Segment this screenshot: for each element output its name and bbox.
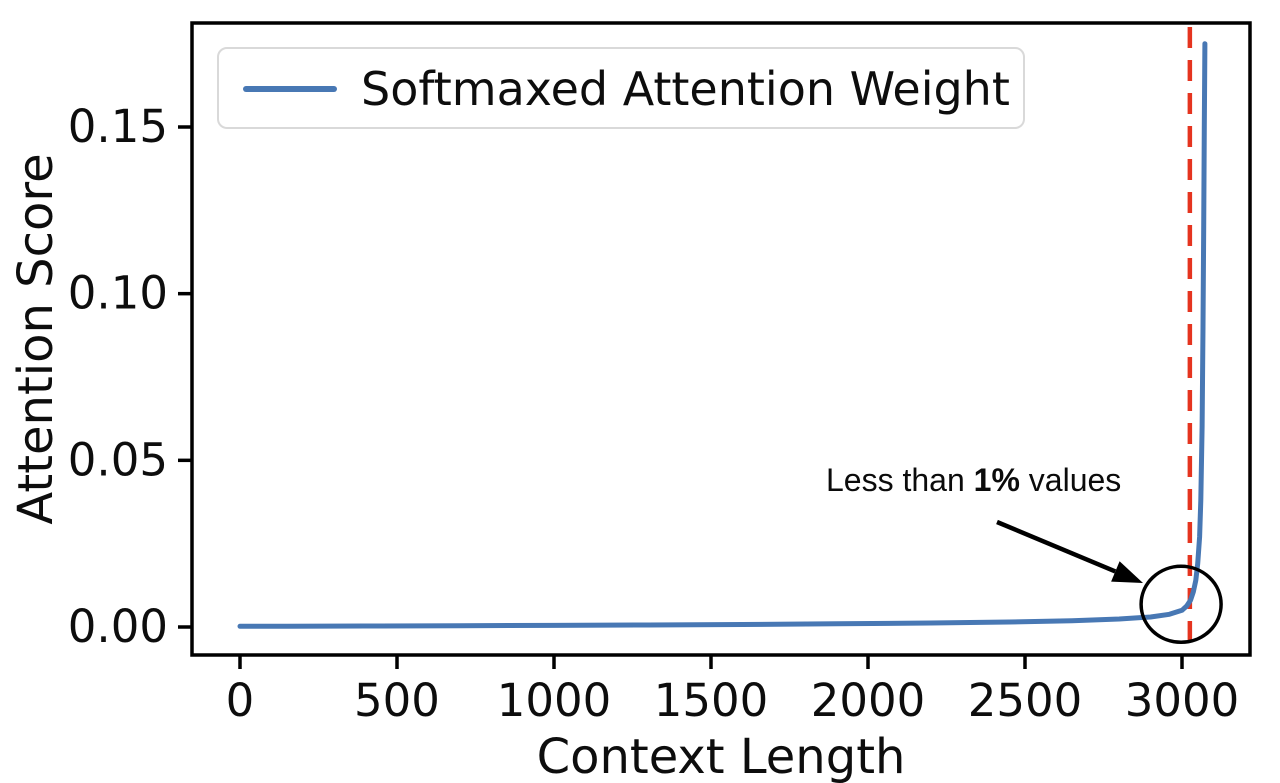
x-tick-label: 1500 [654, 674, 769, 727]
y-axis-label: Attention Score [8, 153, 64, 525]
x-tick-label: 3000 [1125, 674, 1240, 727]
annotation-arrow-head [1111, 561, 1143, 583]
y-tick-label: 0.00 [68, 600, 168, 653]
x-tick-label: 0 [226, 674, 255, 727]
legend-box: Softmaxed Attention Weight [217, 47, 1025, 129]
series-line [237, 41, 1208, 629]
x-tick-label: 2000 [811, 674, 926, 727]
annotation-bold: 1% [973, 462, 1020, 498]
x-tick-label: 500 [354, 674, 440, 727]
x-tick-label: 1000 [497, 674, 612, 727]
y-tick-label: 0.10 [68, 267, 168, 320]
x-tick-label: 2500 [968, 674, 1083, 727]
legend-line-swatch [243, 86, 337, 92]
annotation-prefix: Less than [826, 462, 974, 498]
annotation-circle [1139, 564, 1223, 645]
annotation-text: Less than 1% values [826, 462, 1121, 499]
x-axis-label: Context Length [536, 729, 906, 783]
y-tick-label: 0.15 [68, 100, 168, 153]
plot-border [190, 21, 1252, 657]
y-tick-label: 0.05 [68, 433, 168, 486]
annotation-arrow-shaft [996, 519, 1117, 574]
legend-label: Softmaxed Attention Weight [361, 62, 1010, 116]
annotation-suffix: values [1019, 462, 1122, 498]
